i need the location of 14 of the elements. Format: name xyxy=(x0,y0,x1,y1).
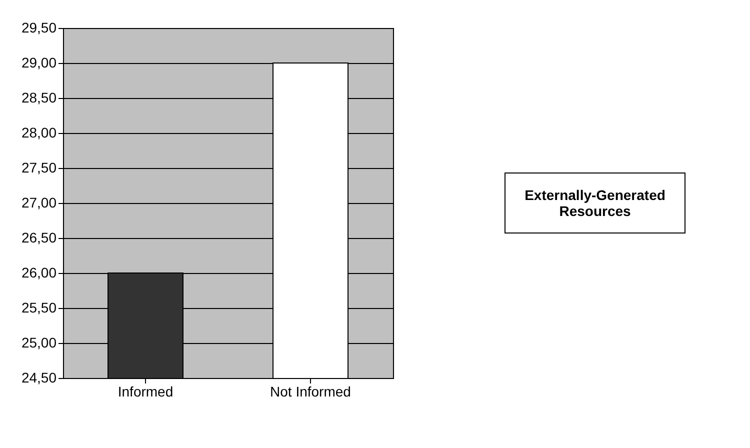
x-tick-label: Informed xyxy=(118,384,174,400)
legend-title: Externally-Generated Resources xyxy=(524,187,666,219)
y-tick-label: 28,50 xyxy=(21,90,57,106)
x-tick-label: Not Informed xyxy=(270,384,351,400)
y-tick-label: 27,00 xyxy=(21,194,57,210)
y-tick-label: 27,50 xyxy=(21,160,57,176)
y-tick-label: 25,50 xyxy=(21,300,57,316)
y-tick-label: 28,00 xyxy=(21,124,57,140)
y-tick-label: 24,50 xyxy=(21,370,57,386)
y-tick-label: 29,00 xyxy=(21,54,57,70)
y-tick-label: 26,50 xyxy=(21,230,57,246)
y-tick-label: 25,00 xyxy=(21,334,57,350)
y-tick-label: 29,50 xyxy=(21,20,57,36)
y-tick-label: 26,00 xyxy=(21,264,57,280)
